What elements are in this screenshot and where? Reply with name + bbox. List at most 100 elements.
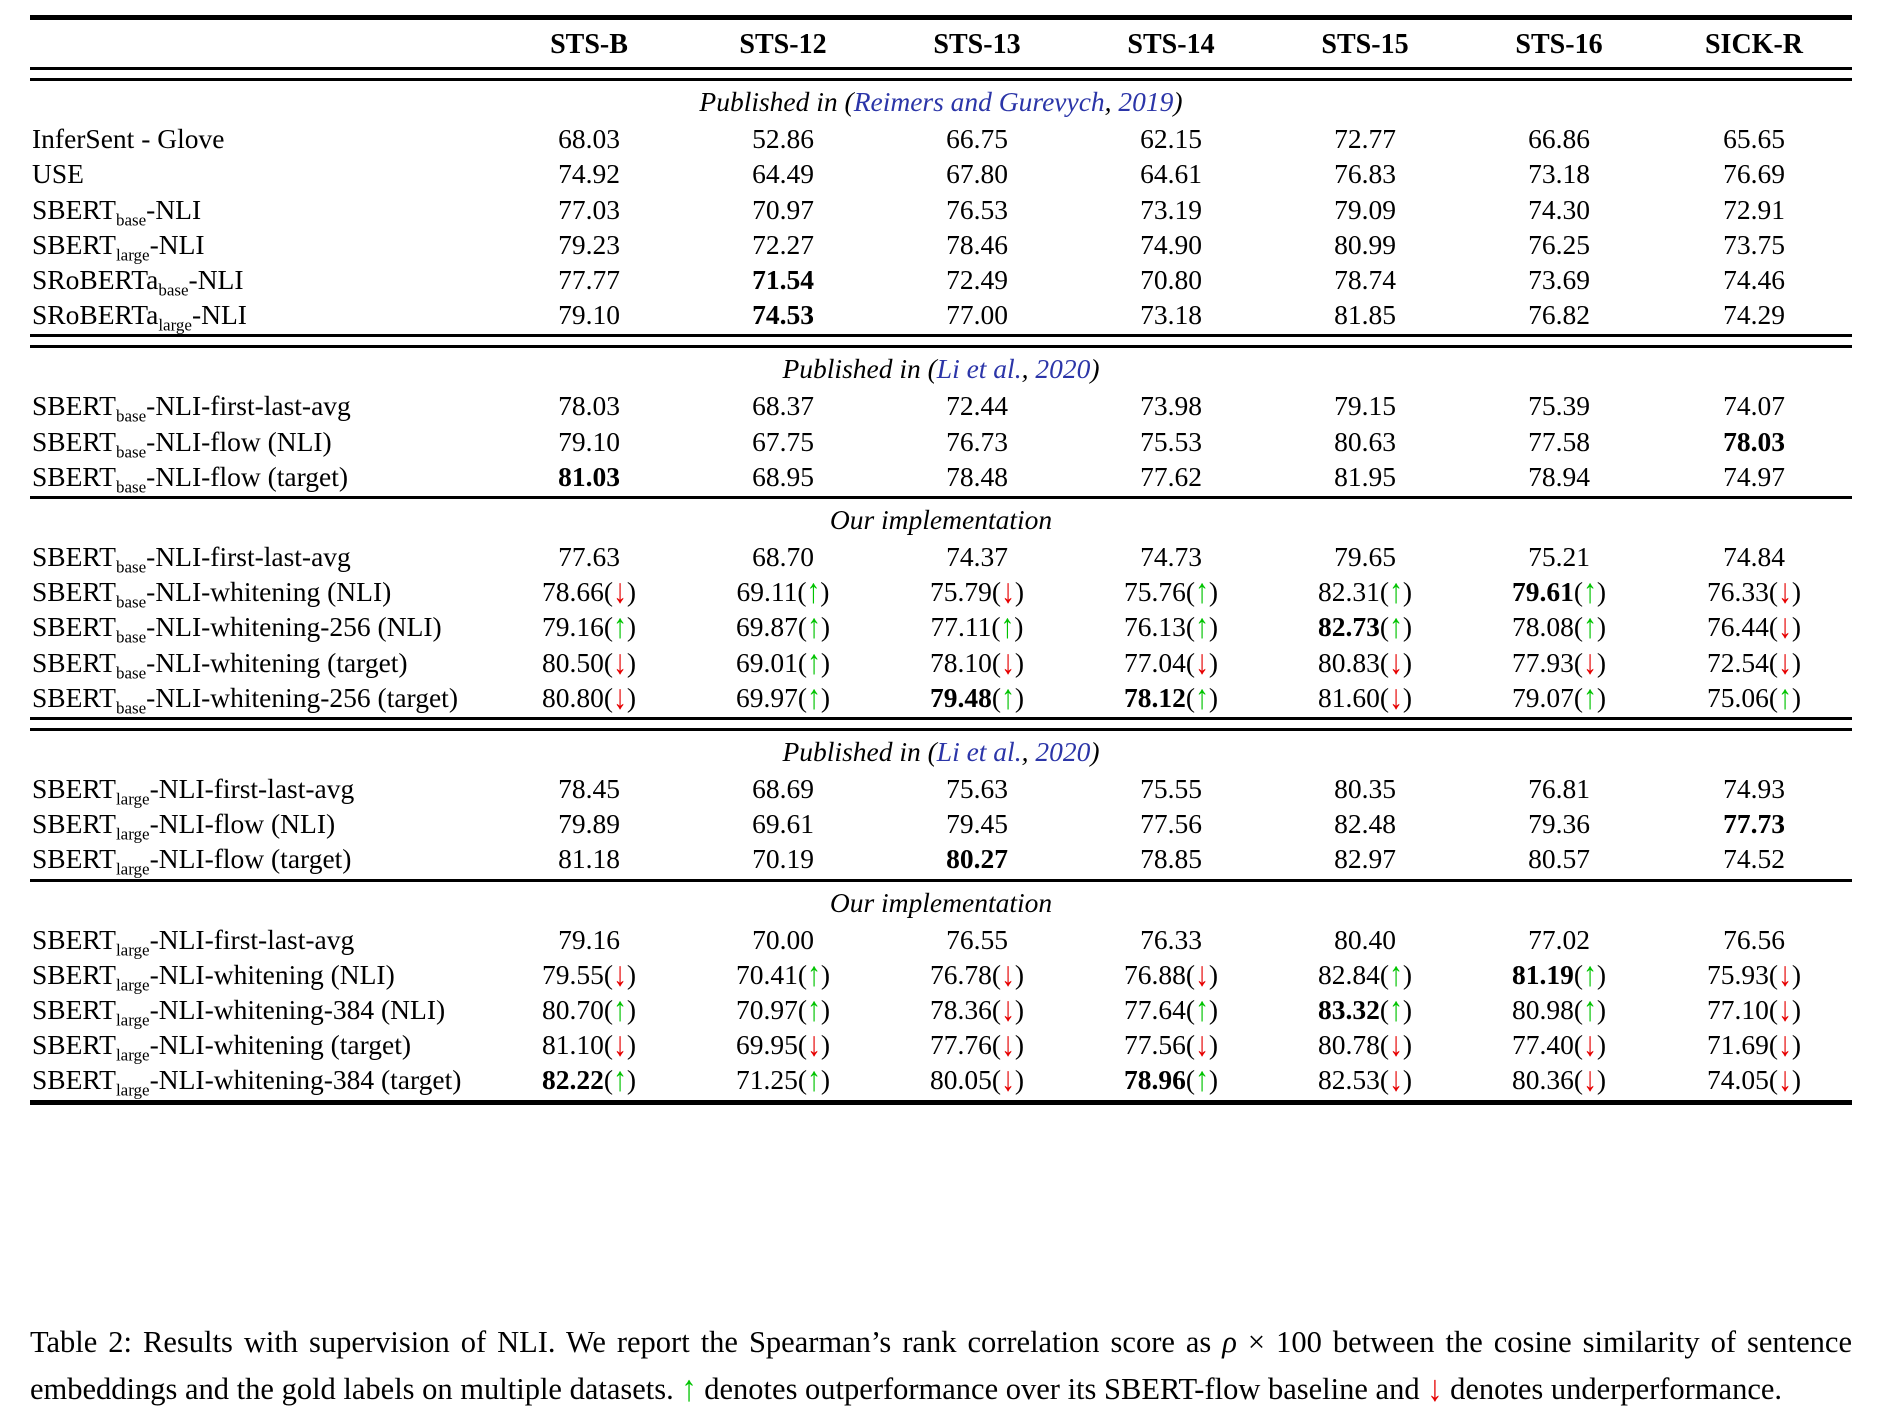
score-cell: 70.80 bbox=[1074, 263, 1268, 298]
score-cell: 72.91 bbox=[1656, 193, 1852, 228]
score-cell: 73.18 bbox=[1074, 298, 1268, 333]
paren: ( bbox=[1185, 646, 1196, 678]
score-cell: 74.53 bbox=[686, 298, 880, 333]
paren: ) bbox=[1014, 958, 1024, 990]
citation-link[interactable]: 2020 bbox=[1035, 735, 1091, 767]
score-value: 77.62 bbox=[1140, 460, 1202, 492]
score-cell: 79.89 bbox=[492, 807, 686, 842]
score-value: 82.22 bbox=[542, 1064, 604, 1096]
score-cell: 75.06(↑) bbox=[1656, 677, 1852, 716]
paren: ( bbox=[603, 1064, 614, 1096]
score-cell: 74.97 bbox=[1656, 460, 1852, 495]
score-value: 76.78 bbox=[930, 958, 992, 990]
citation-link[interactable]: Li et al. bbox=[936, 735, 1022, 767]
paren: ) bbox=[820, 576, 830, 608]
table-row: InferSent - Glove 68.03 52.86 66.75 62.15 72.… bbox=[30, 122, 1852, 157]
citation-link[interactable]: 2019 bbox=[1118, 86, 1174, 117]
down-arrow-icon: ↓ bbox=[807, 1024, 821, 1064]
score-value: 70.97 bbox=[752, 193, 814, 225]
row-label: SRoBERTabase-NLI bbox=[32, 263, 244, 300]
down-arrow-icon: ↓ bbox=[613, 676, 627, 716]
score-cell: 69.97(↑) bbox=[686, 677, 880, 716]
score-cell: 79.36 bbox=[1462, 807, 1656, 842]
up-arrow-icon: ↑ bbox=[1195, 676, 1209, 716]
score-cell: 72.54(↓) bbox=[1656, 642, 1852, 681]
section-header-row: Published in (Li et al., 2020) bbox=[30, 350, 1852, 389]
caption-text: denotes outperformance over its SBERT-fl… bbox=[696, 1371, 1428, 1406]
down-arrow-icon: ↓ bbox=[613, 1024, 627, 1064]
table-row: SBERTbase-NLI 77.03 70.97 76.53 73.19 79.09 74… bbox=[30, 193, 1852, 229]
paren: ( bbox=[797, 681, 808, 713]
score-value: 77.02 bbox=[1528, 923, 1590, 955]
paren: ) bbox=[1014, 611, 1024, 643]
row-label: SBERTlarge-NLI-first-last-avg bbox=[32, 773, 355, 809]
paren: ) bbox=[626, 994, 636, 1026]
score-value: 67.75 bbox=[752, 425, 814, 457]
score-value: 77.76 bbox=[930, 1029, 992, 1061]
citation-link[interactable]: Reimers and Gurevych bbox=[853, 86, 1105, 117]
section-header-text: ) bbox=[1090, 353, 1100, 385]
paren: ( bbox=[991, 1064, 1002, 1096]
row-label: SBERTbase-NLI-whitening-256 (target) bbox=[32, 681, 458, 718]
paren: ( bbox=[1379, 1029, 1390, 1061]
row-label: SBERTbase-NLI-whitening (NLI) bbox=[32, 576, 392, 612]
paren: ( bbox=[1185, 611, 1196, 643]
down-arrow-icon: ↓ bbox=[613, 641, 627, 681]
score-cell: 76.83 bbox=[1268, 157, 1462, 192]
score-value: 77.40 bbox=[1512, 1029, 1574, 1061]
score-value: 77.64 bbox=[1124, 994, 1186, 1026]
row-label: SBERTbase-NLI-whitening (target) bbox=[32, 646, 408, 683]
section-header-text: ) bbox=[1090, 735, 1100, 767]
caption-text: Table 2: Results with supervision of NLI… bbox=[30, 1324, 1223, 1359]
rho-symbol: ρ bbox=[1222, 1324, 1237, 1359]
score-cell: 69.01(↑) bbox=[686, 642, 880, 681]
down-arrow-icon: ↓ bbox=[1001, 989, 1015, 1029]
paren: ) bbox=[1014, 1029, 1024, 1061]
paren: ) bbox=[820, 1029, 830, 1061]
rule-row bbox=[30, 333, 1852, 350]
paren: ) bbox=[1596, 958, 1606, 990]
score-cell: 77.76(↓) bbox=[880, 1024, 1074, 1063]
score-cell: 79.07(↑) bbox=[1462, 677, 1656, 716]
score-value: 62.15 bbox=[1140, 123, 1202, 155]
score-cell: 79.09 bbox=[1268, 193, 1462, 228]
paren: ( bbox=[1768, 646, 1779, 678]
score-cell: 77.62 bbox=[1074, 460, 1268, 495]
horizontal-rule bbox=[30, 878, 1852, 884]
row-label: InferSent - Glove bbox=[32, 123, 225, 155]
section-header-text: ) bbox=[1173, 86, 1183, 117]
section-header-text: Published in ( bbox=[782, 735, 937, 767]
paren: ( bbox=[1185, 576, 1196, 608]
paren: ( bbox=[1573, 1064, 1584, 1096]
table-row: USE 74.92 64.49 67.80 64.61 76.83 73.18 76.69 bbox=[30, 157, 1852, 192]
score-value: 69.01 bbox=[736, 646, 798, 678]
score-cell: 72.27 bbox=[686, 228, 880, 263]
score-cell: 78.66(↓) bbox=[492, 571, 686, 610]
down-arrow-icon: ↓ bbox=[1389, 676, 1403, 716]
down-arrow-icon: ↓ bbox=[613, 954, 627, 993]
score-value: 80.35 bbox=[1334, 773, 1396, 805]
paren: ) bbox=[1791, 646, 1801, 678]
score-value: 78.94 bbox=[1528, 460, 1590, 492]
paren: ( bbox=[1573, 994, 1584, 1026]
score-cell: 79.65 bbox=[1268, 540, 1462, 575]
score-cell: 74.37 bbox=[880, 540, 1074, 575]
score-value: 67.80 bbox=[946, 158, 1008, 190]
score-cell: 77.56 bbox=[1074, 807, 1268, 842]
score-cell: 81.60(↓) bbox=[1268, 677, 1462, 716]
down-arrow-icon: ↓ bbox=[1389, 641, 1403, 681]
citation-link[interactable]: 2020 bbox=[1035, 353, 1091, 385]
score-value: 68.70 bbox=[752, 541, 814, 573]
paren: ( bbox=[1379, 576, 1390, 608]
paren: ) bbox=[1402, 1029, 1412, 1061]
paren: ( bbox=[991, 994, 1002, 1026]
score-value: 82.84 bbox=[1318, 958, 1380, 990]
paren: ) bbox=[1208, 958, 1218, 990]
paren: ) bbox=[626, 646, 636, 678]
citation-link[interactable]: Li et al. bbox=[936, 353, 1022, 385]
paren: ) bbox=[1791, 681, 1801, 713]
score-value: 77.11 bbox=[930, 611, 992, 643]
down-arrow-icon: ↓ bbox=[1583, 1059, 1597, 1099]
paren: ) bbox=[1402, 1064, 1412, 1096]
score-cell: 78.36(↓) bbox=[880, 989, 1074, 1028]
